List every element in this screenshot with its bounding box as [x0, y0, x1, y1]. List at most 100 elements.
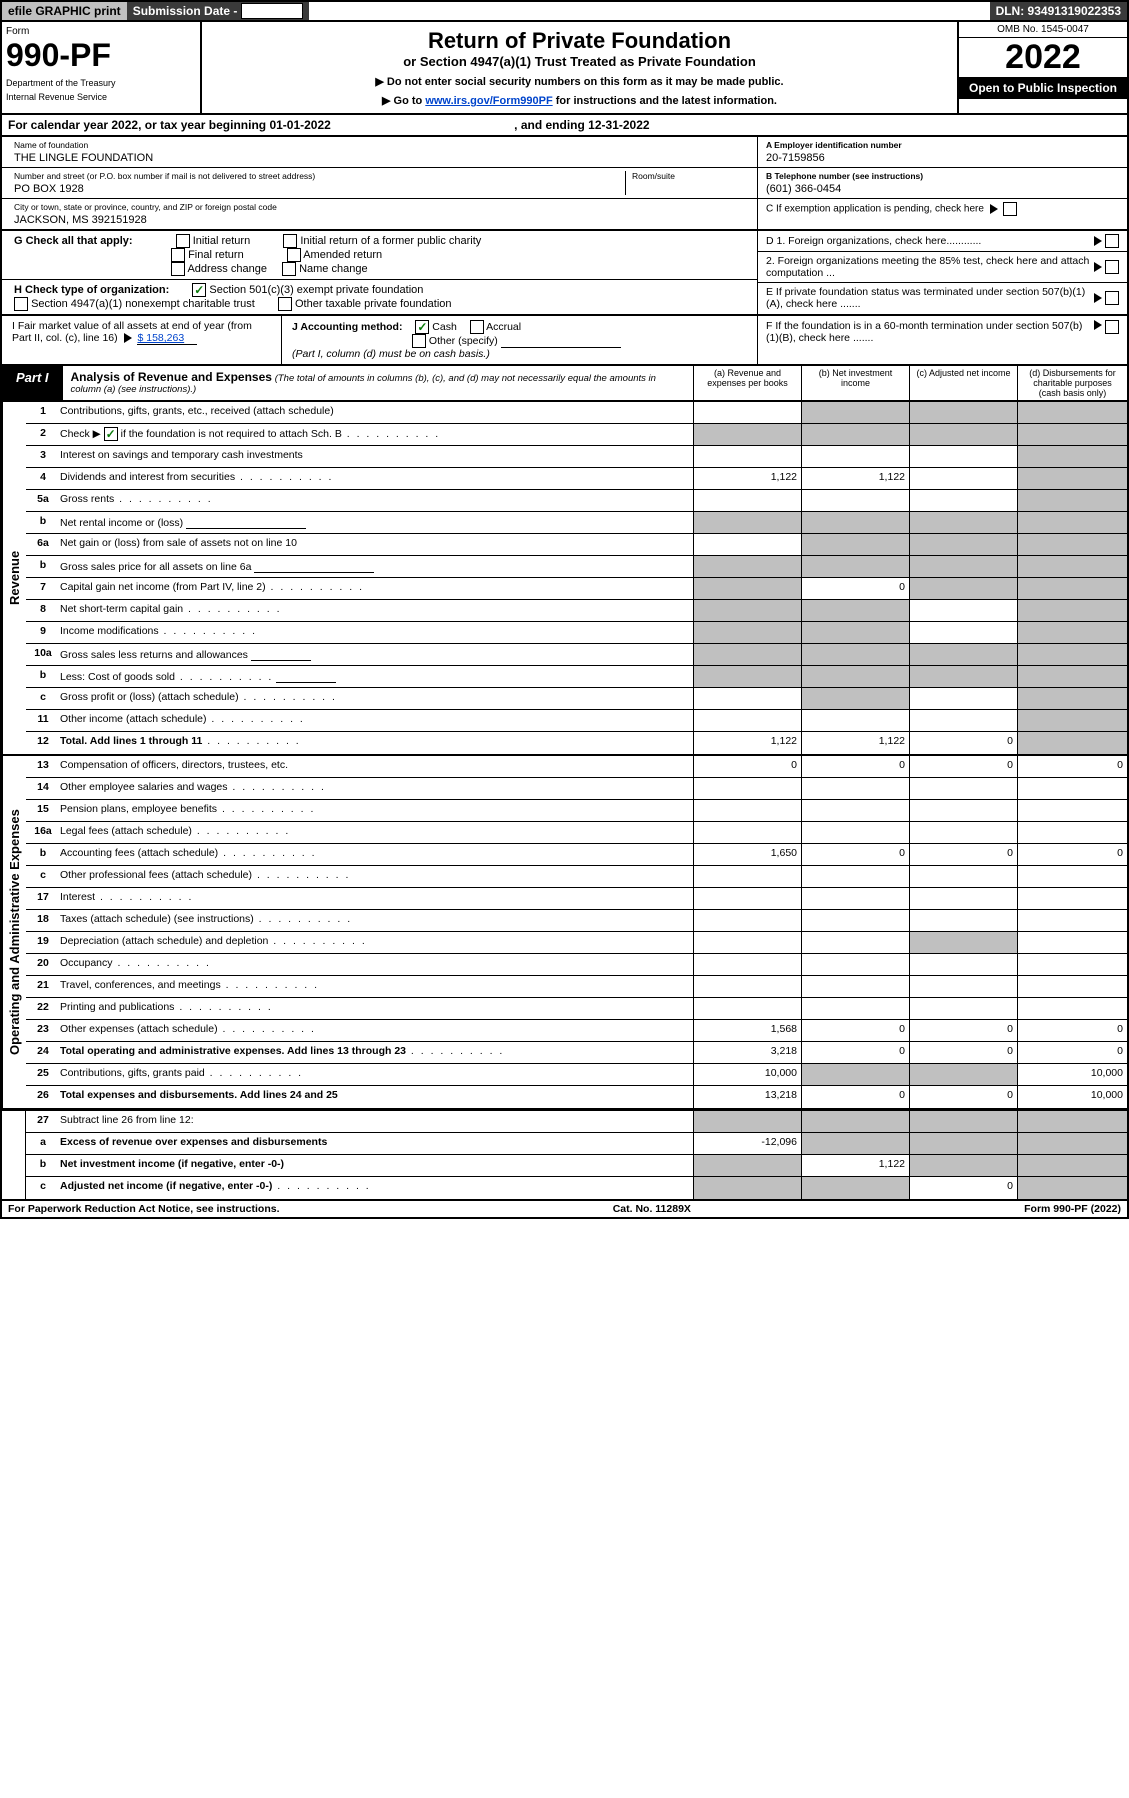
net-table: 27Subtract line 26 from line 12: aExcess… [0, 1110, 1129, 1201]
irs: Internal Revenue Service [6, 92, 196, 102]
col-a: (a) Revenue and expenses per books [693, 366, 801, 400]
foot-mid: Cat. No. 11289X [280, 1203, 1025, 1215]
part1-label: Part I [2, 366, 63, 400]
ein: 20-7159856 [766, 150, 1119, 164]
i-value[interactable]: $ 158,263 [137, 332, 197, 345]
line-19: Depreciation (attach schedule) and deple… [60, 932, 693, 953]
j-accrual-cb[interactable] [470, 320, 484, 334]
foot-right: Form 990-PF (2022) [1024, 1203, 1121, 1215]
j-cash-cb[interactable] [415, 320, 429, 334]
footer: For Paperwork Reduction Act Notice, see … [0, 1201, 1129, 1219]
form-title: Return of Private Foundation [208, 28, 951, 54]
c-label: C If exemption application is pending, c… [766, 204, 984, 215]
g-initial-cb[interactable] [176, 234, 190, 248]
revenue-table: Revenue 1Contributions, gifts, grants, e… [0, 402, 1129, 756]
line-21: Travel, conferences, and meetings [60, 976, 693, 997]
city-state-zip: JACKSON, MS 392151928 [14, 212, 745, 226]
line-3: Interest on savings and temporary cash i… [60, 446, 693, 467]
g-name-cb[interactable] [282, 262, 296, 276]
form-label: Form [6, 26, 196, 37]
room-label: Room/suite [632, 171, 745, 181]
arrow-icon [1094, 262, 1102, 272]
line-7: Capital gain net income (from Part IV, l… [60, 578, 693, 599]
h-row: H Check type of organization: Section 50… [2, 280, 757, 314]
col-c: (c) Adjusted net income [909, 366, 1017, 400]
telephone: (601) 366-0454 [766, 181, 1119, 195]
line-1: Contributions, gifts, grants, etc., rece… [60, 402, 693, 423]
entity-info: Name of foundation THE LINGLE FOUNDATION… [0, 137, 1129, 231]
tax-year: 2022 [959, 38, 1127, 77]
schb-cb[interactable] [104, 427, 118, 441]
line-16a: Legal fees (attach schedule) [60, 822, 693, 843]
form-subtitle: or Section 4947(a)(1) Trust Treated as P… [208, 54, 951, 69]
e-checkbox[interactable] [1105, 291, 1119, 305]
address: PO BOX 1928 [14, 181, 625, 195]
arrow-icon [990, 204, 998, 214]
line-10b: Less: Cost of goods sold [60, 666, 693, 687]
subdate-label: Submission Date - 2023-11-15 [127, 2, 310, 20]
irs-link[interactable]: www.irs.gov/Form990PF [425, 95, 552, 107]
check-sections: G Check all that apply: Initial return I… [0, 231, 1129, 316]
f-label: F If the foundation is in a 60-month ter… [766, 320, 1091, 360]
line-4: Dividends and interest from securities [60, 468, 693, 489]
line-11: Other income (attach schedule) [60, 710, 693, 731]
j-other-cb[interactable] [412, 334, 426, 348]
foot-left: For Paperwork Reduction Act Notice, see … [8, 1203, 280, 1215]
line-10c: Gross profit or (loss) (attach schedule) [60, 688, 693, 709]
e-label: E If private foundation status was termi… [766, 286, 1091, 310]
g-amended-cb[interactable] [287, 248, 301, 262]
line-14: Other employee salaries and wages [60, 778, 693, 799]
d2-checkbox[interactable] [1105, 260, 1119, 274]
h-501c3-cb[interactable] [192, 283, 206, 297]
top-bar: efile GRAPHIC print Submission Date - 20… [0, 0, 1129, 22]
line-27c: Adjusted net income (if negative, enter … [60, 1177, 693, 1199]
efile-label[interactable]: efile GRAPHIC print [2, 2, 127, 20]
g-final-cb[interactable] [171, 248, 185, 262]
line-17: Interest [60, 888, 693, 909]
h-other-cb[interactable] [278, 297, 292, 311]
line-24: Total operating and administrative expen… [60, 1042, 693, 1063]
line-9: Income modifications [60, 622, 693, 643]
g-initial-former-cb[interactable] [283, 234, 297, 248]
dln: DLN: 93491319022353 [990, 2, 1127, 20]
c-checkbox[interactable] [1003, 202, 1017, 216]
f-checkbox[interactable] [1105, 320, 1119, 334]
line-26: Total expenses and disbursements. Add li… [60, 1086, 693, 1108]
tel-label: B Telephone number (see instructions) [766, 171, 1119, 181]
line-6b: Gross sales price for all assets on line… [60, 556, 693, 577]
d1-checkbox[interactable] [1105, 234, 1119, 248]
arrow-icon [1094, 320, 1102, 330]
col-d: (d) Disbursements for charitable purpose… [1017, 366, 1127, 400]
expenses-side: Operating and Administrative Expenses [2, 756, 26, 1108]
line-13: Compensation of officers, directors, tru… [60, 756, 693, 777]
line-8: Net short-term capital gain [60, 600, 693, 621]
line-27a: Excess of revenue over expenses and disb… [60, 1133, 693, 1154]
line-23: Other expenses (attach schedule) [60, 1020, 693, 1041]
j-note: (Part I, column (d) must be on cash basi… [292, 348, 490, 360]
line-5a: Gross rents [60, 490, 693, 511]
revenue-side: Revenue [2, 402, 26, 754]
g-addr-cb[interactable] [171, 262, 185, 276]
line-18: Taxes (attach schedule) (see instruction… [60, 910, 693, 931]
addr-label: Number and street (or P.O. box number if… [14, 171, 625, 181]
open-public: Open to Public Inspection [959, 77, 1127, 99]
h-4947-cb[interactable] [14, 297, 28, 311]
city-label: City or town, state or province, country… [14, 202, 745, 212]
line-27b: Net investment income (if negative, ente… [60, 1155, 693, 1176]
form-header: Form 990-PF Department of the Treasury I… [0, 22, 1129, 115]
line-25: Contributions, gifts, grants paid [60, 1064, 693, 1085]
line-15: Pension plans, employee benefits [60, 800, 693, 821]
form-note2: ▶ Go to www.irs.gov/Form990PF for instru… [208, 94, 951, 107]
ein-label: A Employer identification number [766, 140, 1119, 150]
foundation-name: THE LINGLE FOUNDATION [14, 150, 745, 164]
arrow-icon [1094, 236, 1102, 246]
form-number: 990-PF [6, 37, 196, 74]
arrow-icon [124, 333, 132, 343]
line-22: Printing and publications [60, 998, 693, 1019]
form-note1: ▶ Do not enter social security numbers o… [208, 75, 951, 88]
row-ijf: I Fair market value of all assets at end… [0, 316, 1129, 366]
i-label: I Fair market value of all assets at end… [12, 320, 252, 344]
line-6a: Net gain or (loss) from sale of assets n… [60, 534, 693, 555]
col-b: (b) Net investment income [801, 366, 909, 400]
subdate-value: 2023-11-15 [241, 3, 304, 19]
